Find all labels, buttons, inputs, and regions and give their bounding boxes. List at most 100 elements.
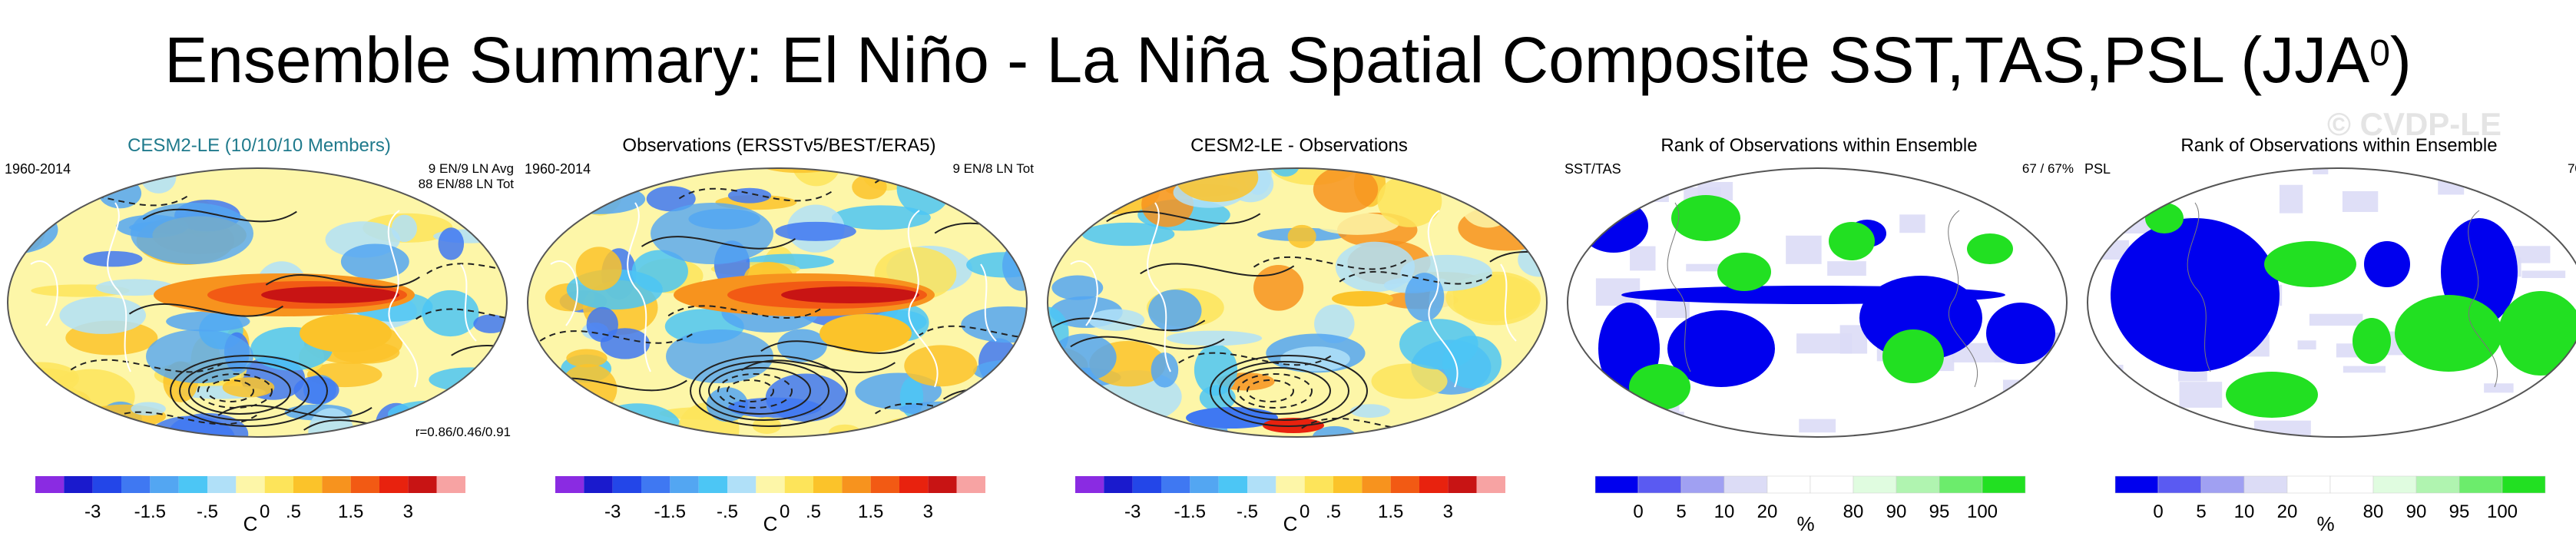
colorbar-swatch (928, 476, 957, 493)
panel-title: CESM2-LE - Observations (1190, 135, 1408, 156)
colorbar-swatch (2200, 475, 2245, 494)
colorbar-swatch (1723, 475, 1768, 494)
colorbar-tick-label: -1.5 (654, 501, 686, 522)
colorbar-unit: % (2316, 512, 2335, 535)
figure-title-superscript: 0 (2369, 33, 2390, 74)
map-field (8, 168, 507, 437)
colorbar-swatch (1448, 476, 1477, 493)
colorbar-tick-label: 95 (1929, 501, 1950, 522)
colorbar-swatch (2329, 475, 2374, 494)
colorbar-tick-label: 90 (2406, 501, 2427, 522)
map-panel-5: Rank of Observations within Ensemble PSL 7… (2080, 131, 2576, 545)
colorbar-tick-label: -.5 (717, 501, 738, 522)
colorbar-swatch (842, 476, 871, 493)
colorbar-swatch (1132, 476, 1161, 493)
panel-period-label: SST/TAS (1564, 161, 1621, 177)
colorbar-swatch (641, 476, 670, 493)
colorbar-swatch (2415, 475, 2460, 494)
colorbar: -3 -1.5 -.5 0 .5 1.5 3 (1075, 476, 1505, 522)
colorbar-swatch (1304, 476, 1333, 493)
colorbar-swatch (35, 476, 65, 493)
colorbar-tick-label: 1.5 (1378, 501, 1403, 522)
watermark: © CVDP-LE (2327, 106, 2502, 142)
colorbar-swatch (1276, 476, 1305, 493)
map-panel-1: CESM2-LE (10/10/10 Members) 1960-2014 9 EN… (0, 131, 518, 545)
panel-title: Rank of Observations within Ensemble (2180, 135, 2498, 156)
colorbar-swatch (1680, 475, 1725, 494)
colorbar-swatch (727, 476, 757, 493)
panel-period-label: 1960-2014 (5, 161, 71, 177)
colorbar-swatch (1075, 476, 1104, 493)
map-plot (527, 167, 1028, 438)
colorbar-tick-label: 3 (403, 501, 413, 522)
colorbar-tick-label: 1.5 (338, 501, 363, 522)
colorbar-swatch (1190, 476, 1219, 493)
map-outline (1047, 167, 1548, 438)
colorbar-tick-label: 80 (1843, 501, 1864, 522)
panel-period-label: PSL (2084, 161, 2111, 177)
colorbar-swatch (870, 476, 899, 493)
colorbar-swatch (2114, 475, 2159, 494)
colorbar-swatch (899, 476, 929, 493)
colorbar-swatch (2286, 475, 2331, 494)
colorbar: -3 -1.5 -.5 0 .5 1.5 3 (35, 476, 465, 522)
colorbar-tick-label: 20 (1757, 501, 1778, 522)
colorbar-tick-label: 5 (1676, 501, 1686, 522)
colorbar-swatch (784, 476, 813, 493)
colorbar-swatch (584, 476, 613, 493)
map-plot (1047, 167, 1548, 438)
colorbar-tick-label: -.5 (197, 501, 218, 522)
colorbar-tick-label: 20 (2277, 501, 2298, 522)
panel-count-labels: 70% (2568, 161, 2576, 177)
colorbar-swatch (956, 476, 985, 493)
colorbar-swatch (436, 476, 465, 493)
colorbar-unit: C (763, 512, 778, 535)
map-plot (2087, 167, 2576, 438)
colorbar-swatch (207, 476, 237, 493)
colorbar: 0 5 10 20 80 90 95 100 (1594, 475, 2026, 522)
figure-title-close: ) (2389, 24, 2412, 96)
colorbar-tick-label: 3 (923, 501, 933, 522)
colorbar-tick-label: .5 (806, 501, 821, 522)
colorbar-tick-label: 0 (260, 501, 270, 522)
colorbar-tick-label: -.5 (1237, 501, 1258, 522)
colorbar-unit: % (1796, 512, 1815, 535)
colorbar-swatch (64, 476, 93, 493)
colorbar-swatch (1218, 476, 1247, 493)
panel-count-label: 67 / 67% (2021, 161, 2074, 176)
colorbar-tick-label: -3 (84, 501, 101, 522)
panel-count-label: 9 EN/8 LN Tot (952, 161, 1034, 176)
colorbar-tick-label: -1.5 (1174, 501, 1206, 522)
colorbar-swatch (756, 476, 785, 493)
panel-period-label: 1960-2014 (525, 161, 591, 177)
colorbar-tick-label: 3 (1443, 501, 1453, 522)
map-field (2088, 168, 2576, 437)
colorbar-tick-label: 100 (1967, 501, 1998, 522)
colorbar-swatch (1853, 475, 1897, 494)
colorbar-tick-label: 0 (2153, 501, 2163, 522)
colorbar-swatch (1476, 476, 1505, 493)
colorbar-swatch (150, 476, 179, 493)
colorbar-swatch (813, 476, 843, 493)
colorbar-unit: C (1283, 512, 1298, 535)
panel-count-label: 9 EN/9 LN Avg (428, 161, 514, 176)
pattern-correlation-label: r=0.86/0.46/0.91 (415, 425, 511, 439)
colorbar: -3 -1.5 -.5 0 .5 1.5 3 (555, 476, 985, 522)
colorbar-tick-label: 10 (2234, 501, 2255, 522)
colorbar-swatch (670, 476, 699, 493)
colorbar-tick-label: 0 (1633, 501, 1643, 522)
colorbar-swatch (1982, 475, 2026, 494)
map-field (1568, 168, 2067, 437)
colorbar-swatch (1939, 475, 1983, 494)
colorbar-swatch (1594, 475, 1639, 494)
colorbar-tick-label: .5 (286, 501, 301, 522)
panel-title: Rank of Observations within Ensemble (1660, 135, 1978, 156)
colorbar-swatch (2372, 475, 2417, 494)
colorbar-swatch (1637, 475, 1682, 494)
colorbar-unit: C (243, 512, 258, 535)
colorbar-tick-label: -1.5 (134, 501, 166, 522)
colorbar-swatch (2458, 475, 2503, 494)
colorbar-swatch (408, 476, 437, 493)
colorbar-tick-label: 80 (2363, 501, 2384, 522)
map-panel-2: Observations (ERSSTv5/BEST/ERA5) 1960-201… (520, 131, 1038, 545)
